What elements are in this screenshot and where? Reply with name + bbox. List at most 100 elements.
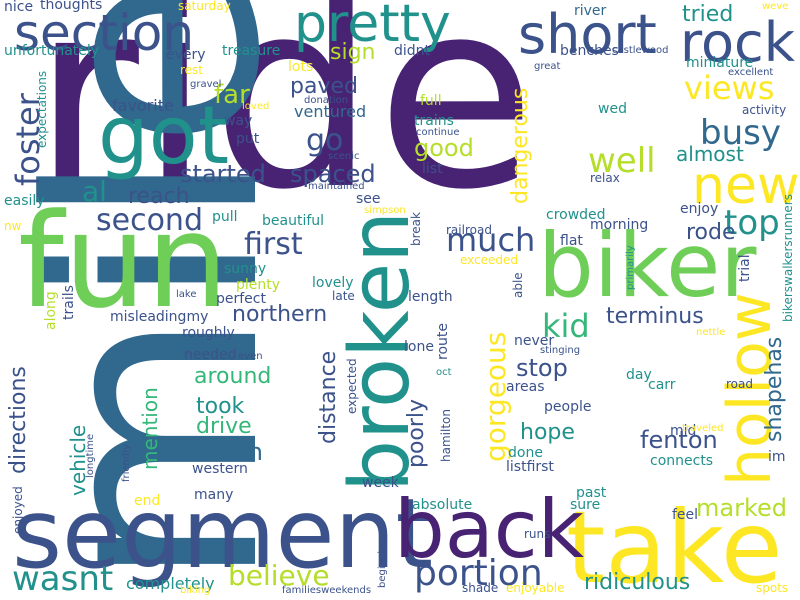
word-lake: lake: [176, 289, 197, 300]
word-thoughts: thoughts: [40, 0, 103, 13]
word-unfortunately: unfortunately: [4, 43, 100, 59]
word-crowded: crowded: [546, 207, 606, 223]
word-northern: northern: [232, 302, 328, 327]
word-go: go: [306, 123, 344, 158]
word-nw: nw: [4, 219, 22, 233]
word-ride: ride: [32, 0, 537, 247]
word-take: take: [566, 489, 783, 600]
word-didnt: didnt: [394, 43, 431, 59]
word-poorly: poorly: [404, 398, 429, 468]
word-way: way: [224, 113, 253, 129]
word-exceeded: exceeded: [460, 253, 519, 267]
word-enjoyed: enjoyed: [11, 486, 25, 534]
word-beautiful: beautiful: [262, 213, 325, 229]
word-benches: benches: [560, 43, 619, 59]
word-believe: believe: [228, 559, 330, 592]
word-see: see: [356, 191, 381, 207]
word-biking: biking: [180, 585, 211, 596]
word-shade: shade: [462, 581, 499, 595]
word-great: great: [534, 61, 561, 72]
word-second: second: [96, 203, 203, 238]
word-bikerswalkersrunners: bikerswalkersrunners: [781, 194, 795, 322]
word-terminus: terminus: [606, 304, 704, 329]
word-primarily: primarily: [625, 245, 636, 290]
word-distance: distance: [316, 350, 341, 444]
word-week: week: [362, 475, 399, 491]
word-segment: segment: [12, 478, 434, 590]
word-route: route: [435, 323, 451, 360]
word-flat: flat: [560, 233, 583, 249]
word-done: done: [508, 445, 543, 461]
word-absolute: absolute: [412, 497, 473, 513]
word-im: im: [768, 449, 786, 465]
word-well: well: [588, 141, 656, 181]
word-mid: mid: [670, 423, 697, 439]
word-sunny: sunny: [224, 261, 267, 277]
word-nettle: nettle: [696, 327, 726, 338]
word-gorgeous: gorgeous: [479, 331, 512, 462]
word-got: got: [98, 89, 230, 182]
word-weve: weve: [762, 1, 789, 12]
word-trial: trial: [737, 254, 753, 282]
word-along: along: [43, 291, 59, 330]
word-views: views: [684, 69, 775, 107]
word-south: south: [196, 438, 264, 466]
word-wed: wed: [598, 101, 627, 117]
word-nice: nice: [4, 0, 34, 15]
word-good: good: [414, 134, 474, 162]
word-sign: sign: [330, 40, 376, 65]
word-top: top: [724, 203, 780, 243]
word-much: much: [446, 221, 536, 259]
word-hope: hope: [520, 420, 575, 445]
word-many: many: [194, 487, 234, 503]
word-directions: directions: [6, 366, 31, 474]
word-loved: loved: [242, 101, 270, 112]
word-fun: fun: [18, 185, 229, 337]
word-list: list: [422, 161, 443, 177]
word-plenty: plenty: [236, 277, 281, 293]
word-shapehas: shapehas: [762, 336, 787, 442]
word-rode: rode: [686, 220, 736, 245]
word-wasnt: wasnt: [12, 559, 114, 599]
word-drive: drive: [196, 414, 252, 439]
word-far: far: [214, 80, 250, 110]
word-morning: morning: [590, 217, 649, 233]
word-able: able: [511, 272, 525, 298]
word-connects: connects: [650, 453, 714, 469]
word-almost: almost: [676, 142, 744, 166]
word-started: started: [180, 160, 266, 188]
word-section: section: [14, 4, 195, 62]
word-relax: relax: [590, 171, 620, 185]
word-paved: paved: [290, 74, 358, 99]
word-easily: easily: [4, 193, 45, 209]
word-reach: reach: [128, 184, 190, 209]
word-donation: donation: [304, 95, 349, 106]
word-perfect: perfect: [216, 291, 266, 307]
word-enjoy: enjoy: [680, 201, 719, 217]
word-past: past: [576, 485, 607, 501]
word-treasure: treasure: [222, 43, 281, 59]
word-simpson: simpson: [364, 205, 406, 216]
word-continue: continue: [416, 127, 460, 138]
word-ridiculous: ridiculous: [584, 570, 691, 595]
word-railroad: railroad: [446, 223, 492, 237]
word-gravel: gravel: [190, 79, 222, 90]
word-completely: completely: [126, 574, 215, 593]
word-end: end: [134, 493, 161, 509]
word-never: never: [514, 333, 555, 349]
word-expected: expected: [345, 358, 359, 414]
word-new: new: [692, 156, 800, 216]
word-dangerous: dangerous: [508, 87, 533, 204]
word-beginning: beginning: [377, 538, 388, 588]
word-put: put: [236, 131, 260, 147]
word-al: al: [82, 175, 107, 208]
word-listfirst: listfirst: [506, 459, 554, 475]
word-runs: runs: [524, 527, 551, 541]
word-length: length: [408, 289, 453, 305]
word-portion: portion: [414, 553, 543, 594]
word-river: river: [574, 3, 607, 19]
word-miniature: miniature: [686, 55, 754, 71]
word-longtime: longtime: [85, 433, 96, 478]
word-enjoyable: enjoyable: [506, 581, 565, 595]
word-misleadingmy: misleadingmy: [110, 309, 209, 325]
